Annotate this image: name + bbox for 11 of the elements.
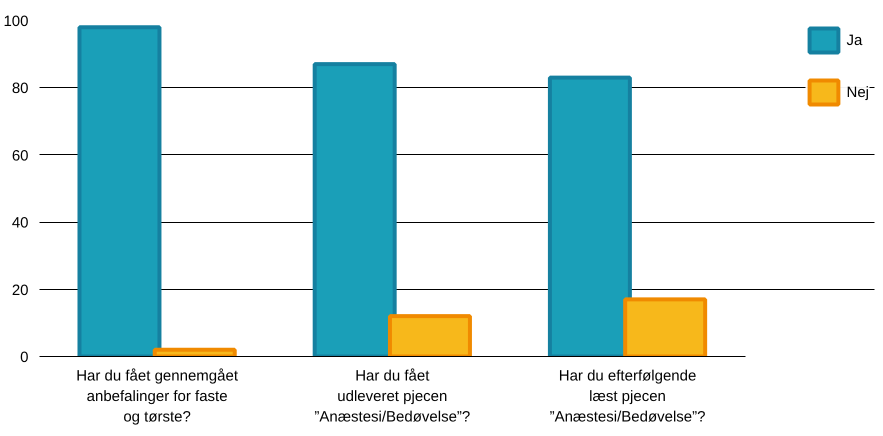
y-tick-label: 40 [12,214,29,232]
y-tick-label: 60 [12,147,29,164]
y-tick-label: 80 [12,80,29,98]
x-tick-label: Har du efterfølgende læst pjecen ”Anæstesi/Bedøvelse”? [550,368,706,426]
x-tick-label: Har du fået udleveret pjecen ”Anæstesi/Bedøvelse”? [314,368,470,426]
legend-label: Ja [846,32,864,48]
legend-label: Nej [846,84,869,100]
x-tick-label: Har du fået gennemgået anbefalinger for faste og tørste? [76,368,239,426]
y-tick-label: 0 [20,349,28,366]
y-tick-label: 20 [12,282,29,299]
y-tick-label: 100 [3,13,29,30]
